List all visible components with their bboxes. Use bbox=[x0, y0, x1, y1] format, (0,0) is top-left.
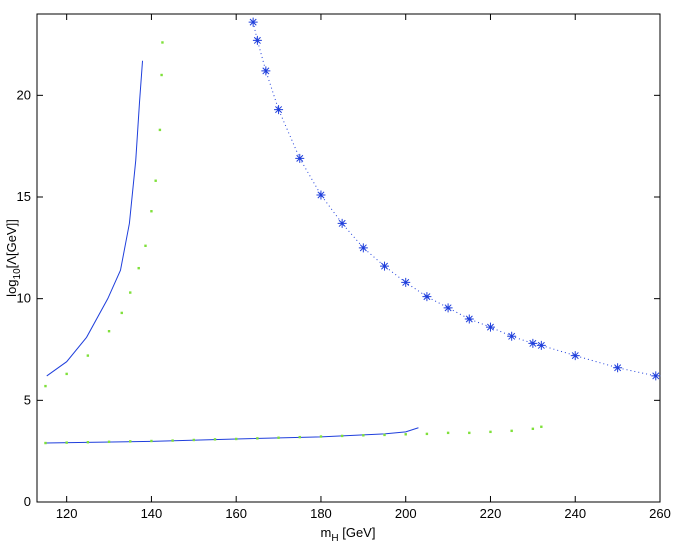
data-point bbox=[65, 441, 68, 444]
data-point bbox=[489, 430, 492, 434]
data-point bbox=[380, 261, 390, 271]
data-point bbox=[44, 441, 47, 445]
data-point bbox=[404, 433, 407, 436]
data-point bbox=[340, 434, 344, 438]
data-point bbox=[129, 440, 132, 443]
data-point bbox=[129, 291, 132, 294]
data-point bbox=[298, 435, 301, 439]
data-point bbox=[319, 435, 323, 438]
x-axis-label: mH [GeV] bbox=[321, 525, 376, 544]
data-point bbox=[144, 244, 147, 247]
series-line bbox=[252, 22, 656, 377]
data-point bbox=[158, 128, 162, 132]
data-point bbox=[256, 437, 259, 440]
x-tick-label: 260 bbox=[649, 506, 671, 521]
data-point bbox=[154, 179, 157, 182]
data-point bbox=[613, 363, 623, 373]
data-point bbox=[234, 437, 238, 441]
data-point bbox=[295, 153, 305, 163]
data-point bbox=[531, 427, 535, 430]
data-point bbox=[65, 372, 68, 376]
data-point bbox=[44, 384, 47, 388]
y-tick-label: 10 bbox=[17, 291, 31, 306]
data-point bbox=[507, 331, 517, 341]
data-point bbox=[107, 440, 111, 444]
data-point bbox=[277, 436, 280, 439]
data-point bbox=[252, 35, 262, 45]
y-axis-label: log10[Λ[GeV]] bbox=[4, 219, 23, 297]
data-point bbox=[171, 439, 174, 442]
data-point bbox=[248, 17, 258, 27]
x-tick-label: 160 bbox=[225, 506, 247, 521]
data-point bbox=[274, 105, 284, 115]
data-point bbox=[137, 266, 140, 270]
x-tick-label: 140 bbox=[141, 506, 163, 521]
data-point bbox=[468, 431, 471, 435]
data-point bbox=[362, 434, 365, 437]
data-point bbox=[120, 311, 123, 315]
data-point bbox=[337, 218, 347, 228]
data-point bbox=[192, 438, 196, 442]
data-point bbox=[213, 438, 217, 441]
data-point bbox=[86, 354, 90, 357]
y-tick-label: 0 bbox=[24, 494, 31, 509]
data-point bbox=[401, 277, 411, 287]
x-tick-label: 180 bbox=[310, 506, 332, 521]
data-point bbox=[150, 210, 153, 213]
series-line bbox=[46, 60, 144, 377]
x-tick-label: 220 bbox=[480, 506, 502, 521]
data-point bbox=[485, 322, 495, 332]
data-point bbox=[651, 371, 661, 381]
data-point bbox=[425, 432, 429, 436]
data-point bbox=[510, 429, 513, 433]
data-point bbox=[443, 303, 453, 313]
x-tick-label: 120 bbox=[56, 506, 78, 521]
data-point bbox=[446, 431, 450, 435]
x-tick-label: 200 bbox=[395, 506, 417, 521]
data-point bbox=[570, 351, 580, 361]
data-point bbox=[464, 314, 474, 324]
data-point bbox=[160, 73, 163, 77]
data-point bbox=[107, 330, 111, 333]
data-point bbox=[536, 340, 546, 350]
x-tick-label: 240 bbox=[564, 506, 586, 521]
y-tick-label: 20 bbox=[17, 87, 31, 102]
data-point bbox=[540, 425, 543, 428]
data-point bbox=[422, 292, 432, 302]
data-point bbox=[161, 41, 164, 44]
data-point bbox=[528, 338, 538, 348]
y-tick-label: 5 bbox=[24, 392, 31, 407]
data-point bbox=[150, 439, 153, 443]
data-point bbox=[383, 433, 386, 437]
data-point bbox=[358, 243, 368, 253]
data-point bbox=[261, 66, 271, 76]
y-tick-label: 15 bbox=[17, 189, 31, 204]
plot-frame bbox=[36, 13, 661, 503]
data-point bbox=[316, 190, 326, 200]
data-point bbox=[86, 441, 90, 444]
